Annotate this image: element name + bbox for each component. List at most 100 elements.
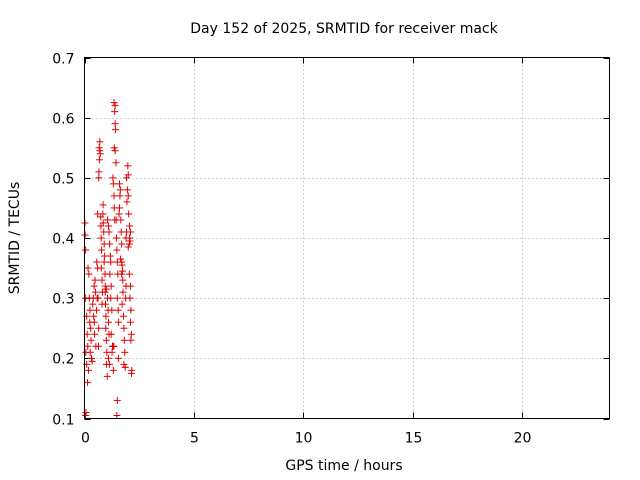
data-point <box>103 372 111 380</box>
data-point <box>125 210 133 218</box>
data-point <box>125 270 133 278</box>
data-point <box>108 348 116 356</box>
data-point <box>95 168 103 176</box>
data-point <box>120 324 128 332</box>
data-point <box>82 408 90 416</box>
data-point <box>118 261 126 269</box>
data-point <box>84 264 92 272</box>
data-point <box>102 300 109 308</box>
data-point <box>97 264 105 272</box>
data-point <box>93 258 101 266</box>
data-point <box>126 318 134 326</box>
data-point <box>112 234 120 242</box>
data-point <box>115 318 123 326</box>
data-point <box>124 243 132 251</box>
data-point <box>120 360 128 368</box>
data-point <box>84 342 92 350</box>
data-point <box>111 147 119 155</box>
data-point <box>110 192 118 200</box>
data-point <box>113 411 121 419</box>
data-point <box>128 369 136 377</box>
data-point <box>98 246 106 254</box>
data-point <box>124 171 132 179</box>
data-point <box>102 324 110 332</box>
data-point <box>97 234 105 242</box>
data-point <box>118 270 126 278</box>
data-point <box>126 282 134 290</box>
data-point <box>123 198 131 206</box>
data-point <box>87 324 95 332</box>
data-point <box>99 201 107 209</box>
data-point <box>91 276 99 284</box>
data-point <box>118 300 126 308</box>
data-point <box>95 324 103 332</box>
data-point <box>99 219 107 227</box>
data-point <box>116 192 124 200</box>
data-point <box>116 186 124 194</box>
data-point <box>95 156 103 164</box>
data-point <box>113 294 121 302</box>
data-point <box>124 162 132 170</box>
data-point <box>126 237 134 245</box>
data-point <box>84 378 92 386</box>
data-point <box>124 192 132 200</box>
data-point <box>109 366 117 374</box>
data-point <box>115 210 123 218</box>
data-point <box>105 360 113 368</box>
data-point <box>81 231 89 239</box>
data-point <box>109 174 117 182</box>
y-tick-label: 0.4 <box>52 232 74 248</box>
y-axis-label: SRMTID / TECUs <box>7 182 23 295</box>
data-point <box>114 306 122 314</box>
data-point <box>95 144 103 152</box>
data-point <box>107 282 115 290</box>
y-tick-label: 0.3 <box>52 292 74 308</box>
data-point <box>105 354 113 362</box>
data-point <box>93 306 101 314</box>
data-point <box>102 336 110 344</box>
data-point <box>88 357 96 365</box>
y-tick-label: 0.7 <box>52 52 74 68</box>
data-point <box>127 306 135 314</box>
data-point <box>101 282 109 290</box>
data-point <box>112 159 120 167</box>
x-tick-label: 10 <box>295 431 313 447</box>
data-point <box>86 306 94 314</box>
data-point <box>106 240 114 248</box>
y-tick-label: 0.6 <box>52 112 74 128</box>
data-point <box>117 216 125 224</box>
chart-title: Day 152 of 2025, SRMTID for receiver mac… <box>190 21 498 37</box>
plot-frame <box>84 57 610 419</box>
data-point <box>119 312 127 320</box>
data-point <box>127 336 135 344</box>
data-point <box>112 126 120 134</box>
data-point <box>126 294 134 302</box>
axis-ticks: 0.1 0.2 0.3 0.4 0.5 0.6 0.7 0 5 10 15 20 <box>52 52 610 447</box>
data-point <box>95 342 102 350</box>
data-point <box>96 138 104 146</box>
data-point <box>119 288 127 296</box>
data-point <box>105 222 113 230</box>
data-point <box>90 318 98 326</box>
data-point <box>118 240 126 248</box>
data-point <box>101 288 109 296</box>
data-point <box>107 294 115 302</box>
data-point <box>116 204 123 212</box>
data-point <box>116 180 123 188</box>
y-tick-label: 0.2 <box>52 352 74 368</box>
data-point <box>107 258 115 266</box>
data-point <box>96 147 104 155</box>
data-point <box>106 270 114 278</box>
data-point <box>88 354 95 362</box>
data-point <box>110 144 118 152</box>
data-point <box>111 102 119 110</box>
data-point <box>95 174 103 182</box>
data-point <box>85 270 93 278</box>
data-point <box>103 216 111 224</box>
data-point <box>127 330 135 338</box>
data-point <box>121 348 129 356</box>
x-tick-label: 15 <box>405 431 423 447</box>
data-point <box>90 312 98 320</box>
data-points <box>81 99 136 419</box>
